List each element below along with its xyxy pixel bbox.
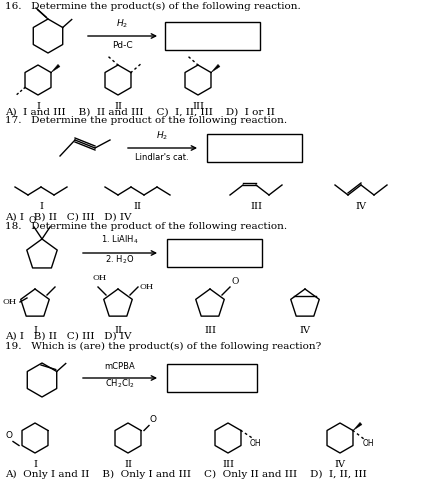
Text: A) I   B) II   C) III   D) IV: A) I B) II C) III D) IV bbox=[5, 213, 132, 222]
Bar bbox=[167, 364, 257, 392]
Text: III: III bbox=[192, 102, 204, 111]
Text: I: I bbox=[33, 460, 37, 469]
Text: OH: OH bbox=[140, 283, 154, 291]
Text: II: II bbox=[114, 326, 122, 335]
Polygon shape bbox=[211, 64, 220, 72]
Text: O: O bbox=[28, 216, 36, 225]
Text: 2. H$_2$O: 2. H$_2$O bbox=[105, 253, 135, 266]
Text: Lindlar's cat.: Lindlar's cat. bbox=[135, 153, 189, 162]
Polygon shape bbox=[51, 64, 60, 72]
Text: IV: IV bbox=[334, 460, 346, 469]
Text: 17.   Determine the product of the following reaction.: 17. Determine the product of the followi… bbox=[5, 116, 287, 125]
Text: II: II bbox=[133, 202, 141, 211]
Text: $H_2$: $H_2$ bbox=[116, 18, 128, 30]
Text: mCPBA: mCPBA bbox=[105, 362, 136, 371]
Text: $H_2$: $H_2$ bbox=[156, 130, 168, 142]
Bar bbox=[167, 239, 262, 267]
Text: II: II bbox=[124, 460, 132, 469]
Text: I: I bbox=[39, 202, 43, 211]
Text: A) I   B) II   C) III   D) IV: A) I B) II C) III D) IV bbox=[5, 332, 132, 341]
Text: CH$_2$Cl$_2$: CH$_2$Cl$_2$ bbox=[105, 378, 135, 390]
Text: IV: IV bbox=[355, 202, 367, 211]
Text: 19.   Which is (are) the product(s) of the following reaction?: 19. Which is (are) the product(s) of the… bbox=[5, 342, 321, 351]
Text: II: II bbox=[114, 102, 122, 111]
Text: O: O bbox=[5, 432, 12, 440]
Text: I: I bbox=[33, 326, 37, 335]
Text: Pd-C: Pd-C bbox=[112, 41, 132, 50]
Text: OH: OH bbox=[363, 438, 375, 448]
Text: 1. LiAlH$_4$: 1. LiAlH$_4$ bbox=[101, 234, 139, 246]
Bar bbox=[207, 134, 302, 162]
Text: A)  I and III    B)  II and III    C)  I, II, III    D)  I or II: A) I and III B) II and III C) I, II, III… bbox=[5, 108, 275, 117]
Text: III: III bbox=[250, 202, 262, 211]
Text: O: O bbox=[231, 277, 238, 286]
Text: OH: OH bbox=[250, 438, 262, 448]
Text: IV: IV bbox=[300, 326, 310, 335]
Text: OH: OH bbox=[93, 274, 107, 282]
Text: 16.   Determine the product(s) of the following reaction.: 16. Determine the product(s) of the foll… bbox=[5, 2, 301, 11]
Text: A)  Only I and II    B)  Only I and III    C)  Only II and III    D)  I, II, III: A) Only I and II B) Only I and III C) On… bbox=[5, 470, 367, 479]
Text: 18.   Determine the product of the following reaction.: 18. Determine the product of the followi… bbox=[5, 222, 287, 231]
Text: III: III bbox=[204, 326, 216, 335]
Text: O: O bbox=[150, 416, 157, 424]
Text: III: III bbox=[222, 460, 234, 469]
Text: OH: OH bbox=[3, 298, 17, 306]
Polygon shape bbox=[353, 422, 362, 430]
Bar bbox=[165, 22, 260, 50]
Text: I: I bbox=[36, 102, 40, 111]
